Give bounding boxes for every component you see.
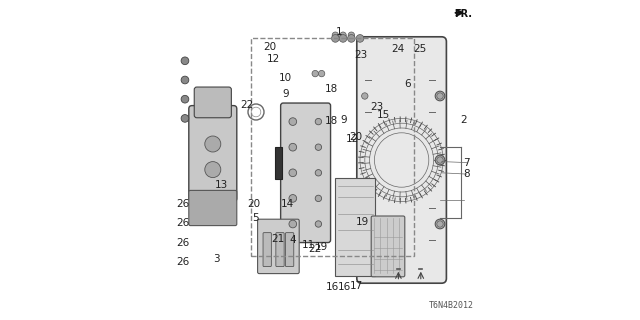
Text: 19: 19 [356,217,369,227]
Text: 17: 17 [350,281,363,291]
Text: T6N4B2012: T6N4B2012 [429,301,474,310]
Circle shape [356,35,364,42]
Text: 12: 12 [346,134,358,144]
Text: 26: 26 [177,199,190,209]
Circle shape [437,93,443,99]
Text: 22: 22 [308,244,321,254]
Circle shape [319,70,325,77]
Text: 10: 10 [279,73,292,84]
FancyBboxPatch shape [189,190,237,226]
Circle shape [315,170,321,176]
Text: 5: 5 [252,212,259,223]
Text: 19: 19 [314,242,328,252]
Circle shape [315,118,321,125]
Circle shape [348,32,355,38]
Circle shape [181,95,189,103]
FancyBboxPatch shape [189,106,237,202]
Circle shape [289,169,296,177]
Circle shape [181,115,189,122]
Text: 16: 16 [326,282,339,292]
Text: 4: 4 [289,235,296,245]
Circle shape [289,220,296,228]
Circle shape [181,57,189,65]
Circle shape [435,155,445,165]
Circle shape [435,91,445,101]
Circle shape [362,93,368,99]
Circle shape [312,70,319,77]
Polygon shape [275,147,282,179]
Text: 20: 20 [349,132,363,142]
Text: 23: 23 [355,50,367,60]
FancyBboxPatch shape [285,233,294,267]
Text: 7: 7 [463,157,470,168]
Text: 18: 18 [324,116,338,126]
Text: 1: 1 [336,27,342,37]
Circle shape [332,35,339,42]
Circle shape [437,157,443,163]
Circle shape [348,35,355,42]
FancyBboxPatch shape [276,233,284,267]
Circle shape [315,221,321,227]
Text: 24: 24 [391,44,404,54]
Text: 11: 11 [301,240,315,250]
Circle shape [437,221,443,227]
Text: 14: 14 [281,199,294,209]
Text: 3: 3 [214,254,220,264]
Text: 6: 6 [404,79,411,90]
Text: 20: 20 [247,199,260,209]
Text: 2: 2 [461,115,467,125]
Bar [251,38,415,256]
Text: 22: 22 [240,100,253,110]
Text: 12: 12 [266,54,280,64]
FancyBboxPatch shape [195,87,232,118]
Text: 20: 20 [263,42,276,52]
Circle shape [289,143,296,151]
Text: FR.: FR. [454,9,472,20]
FancyBboxPatch shape [258,219,300,274]
Text: 23: 23 [371,101,383,112]
FancyBboxPatch shape [335,178,375,276]
Circle shape [332,32,339,38]
Text: 9: 9 [282,89,289,100]
Text: 21: 21 [271,234,284,244]
Text: 18: 18 [324,84,338,94]
FancyBboxPatch shape [280,103,331,243]
FancyBboxPatch shape [371,216,405,277]
Text: 9: 9 [340,115,348,125]
Text: 25: 25 [413,44,427,54]
Circle shape [315,144,321,150]
Circle shape [340,32,346,38]
Text: 26: 26 [177,237,190,248]
Circle shape [205,136,221,152]
Circle shape [289,195,296,202]
Circle shape [181,76,189,84]
Circle shape [205,162,221,178]
Circle shape [435,219,445,229]
Text: 8: 8 [463,169,470,179]
FancyBboxPatch shape [357,37,447,283]
Text: 15: 15 [377,109,390,120]
FancyBboxPatch shape [263,233,271,267]
Text: 26: 26 [177,218,190,228]
Text: 26: 26 [177,257,190,267]
Circle shape [289,118,296,125]
Circle shape [315,195,321,202]
Text: 16: 16 [337,282,351,292]
Text: 13: 13 [215,180,228,190]
Circle shape [339,35,347,42]
